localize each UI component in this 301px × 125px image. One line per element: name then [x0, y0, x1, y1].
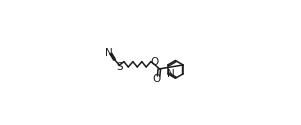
- Text: O: O: [150, 57, 158, 67]
- Text: N: N: [167, 69, 175, 79]
- Text: N: N: [105, 48, 113, 58]
- Text: O: O: [153, 74, 161, 84]
- Text: S: S: [116, 62, 123, 72]
